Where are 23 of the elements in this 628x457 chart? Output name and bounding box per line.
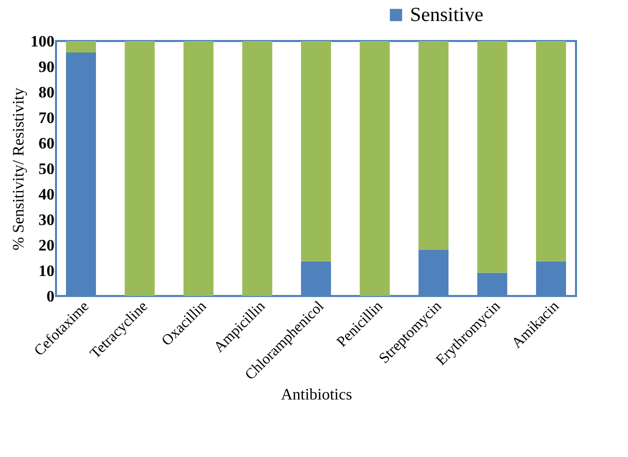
y-tick-label: 60 bbox=[38, 136, 54, 152]
y-tick-label: 30 bbox=[38, 212, 54, 229]
bar bbox=[301, 41, 331, 262]
legend-label: Sensitive bbox=[410, 4, 484, 26]
y-tick-label: 0 bbox=[46, 288, 54, 306]
bar bbox=[418, 41, 449, 250]
bar bbox=[360, 41, 390, 296]
bar bbox=[124, 41, 155, 296]
y-tick-label: 70 bbox=[38, 110, 54, 127]
y-axis-title: % Sensitivity/ Resistivity bbox=[10, 88, 28, 250]
bar bbox=[66, 41, 96, 52]
y-tick-label: 40 bbox=[38, 186, 54, 204]
bar bbox=[477, 41, 508, 273]
bar bbox=[183, 41, 214, 296]
y-tick-label: 80 bbox=[38, 84, 54, 102]
y-tick-label: 20 bbox=[38, 238, 54, 254]
y-tick-label: 90 bbox=[38, 59, 54, 76]
y-tick-label: 50 bbox=[38, 161, 54, 178]
bar bbox=[242, 41, 272, 296]
bar bbox=[536, 41, 566, 262]
x-axis-title: Antibiotics bbox=[280, 386, 352, 404]
y-tick-label: 100 bbox=[30, 34, 54, 50]
y-tick-label: 10 bbox=[38, 263, 54, 280]
